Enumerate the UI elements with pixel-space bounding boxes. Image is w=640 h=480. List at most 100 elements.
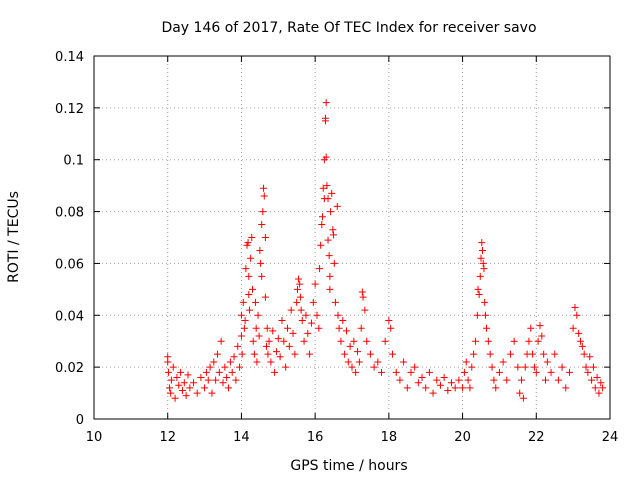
y-tick-label: 0.04 xyxy=(55,309,84,324)
data-point xyxy=(348,363,356,371)
data-point xyxy=(357,324,365,332)
data-point xyxy=(267,358,275,366)
data-point xyxy=(540,350,548,358)
data-point xyxy=(249,337,257,345)
data-point xyxy=(385,316,393,324)
data-point xyxy=(483,324,491,332)
data-point xyxy=(234,342,242,350)
data-point xyxy=(599,384,607,392)
data-point xyxy=(319,184,327,192)
data-point xyxy=(476,272,484,280)
data-point xyxy=(543,358,551,366)
data-point xyxy=(248,285,256,293)
data-point xyxy=(359,293,367,301)
data-point xyxy=(588,376,596,384)
data-point xyxy=(407,368,415,376)
data-point xyxy=(293,285,301,293)
data-point xyxy=(280,337,288,345)
x-tick-label: 10 xyxy=(86,430,103,445)
data-point xyxy=(236,363,244,371)
data-point xyxy=(514,363,522,371)
data-point xyxy=(248,234,256,241)
data-point xyxy=(255,332,263,340)
data-point xyxy=(503,376,511,384)
data-point xyxy=(201,384,209,392)
data-point xyxy=(324,195,332,203)
data-point xyxy=(289,329,297,337)
data-point xyxy=(330,259,338,267)
data-point xyxy=(237,311,245,319)
data-point xyxy=(296,280,304,288)
data-point xyxy=(326,285,334,293)
data-point xyxy=(316,265,324,273)
data-point xyxy=(182,392,190,400)
data-point xyxy=(319,213,327,221)
data-point xyxy=(306,350,314,358)
data-point xyxy=(302,311,310,319)
data-point xyxy=(527,324,535,332)
data-point xyxy=(480,265,488,273)
plot-frame xyxy=(93,55,611,420)
data-point xyxy=(324,236,332,244)
data-point xyxy=(593,374,601,382)
data-point xyxy=(246,306,254,314)
data-point xyxy=(240,324,248,332)
data-point xyxy=(178,386,186,394)
data-point xyxy=(204,376,212,384)
data-point xyxy=(569,324,577,332)
data-point xyxy=(245,291,253,299)
data-point xyxy=(278,316,286,324)
data-point xyxy=(459,384,467,392)
data-point xyxy=(478,246,486,254)
data-point xyxy=(167,376,175,384)
data-point xyxy=(451,384,459,392)
data-point xyxy=(582,363,590,371)
data-point xyxy=(341,350,349,358)
x-tick-label: 22 xyxy=(528,430,545,445)
data-point xyxy=(212,376,220,384)
y-tick-label: 0.12 xyxy=(55,102,84,117)
data-point xyxy=(534,337,542,345)
data-point xyxy=(215,368,223,376)
data-point xyxy=(577,337,585,345)
data-point xyxy=(444,386,452,394)
data-point xyxy=(164,358,172,366)
data-point xyxy=(219,379,227,387)
data-point xyxy=(403,384,411,392)
data-point xyxy=(258,221,266,229)
data-point xyxy=(342,327,350,335)
data-point xyxy=(331,298,339,306)
data-point xyxy=(521,363,529,371)
data-point xyxy=(333,202,341,210)
data-point xyxy=(298,316,306,324)
data-point xyxy=(217,337,225,345)
axis-ticks xyxy=(93,55,611,420)
data-point xyxy=(257,259,265,267)
data-point xyxy=(436,381,444,389)
data-point xyxy=(186,384,194,392)
data-point xyxy=(389,350,397,358)
data-point xyxy=(252,324,260,332)
chart-title: Day 146 of 2017, Rate Of TEC Index for r… xyxy=(161,20,536,36)
data-point xyxy=(377,368,385,376)
data-point xyxy=(466,384,474,392)
data-point xyxy=(272,348,280,356)
data-point xyxy=(206,363,214,371)
data-point xyxy=(370,363,378,371)
data-point xyxy=(584,368,592,376)
data-point xyxy=(287,306,295,314)
x-tick-label: 12 xyxy=(159,430,176,445)
data-point xyxy=(260,192,268,200)
data-point xyxy=(180,379,188,387)
data-point xyxy=(547,368,555,376)
data-point xyxy=(525,337,533,345)
data-point xyxy=(232,376,240,384)
data-point xyxy=(190,379,198,387)
data-point xyxy=(396,376,404,384)
data-points xyxy=(164,99,607,402)
data-point xyxy=(429,389,437,397)
data-point xyxy=(173,374,181,382)
data-point xyxy=(474,285,482,293)
data-point xyxy=(300,337,308,345)
